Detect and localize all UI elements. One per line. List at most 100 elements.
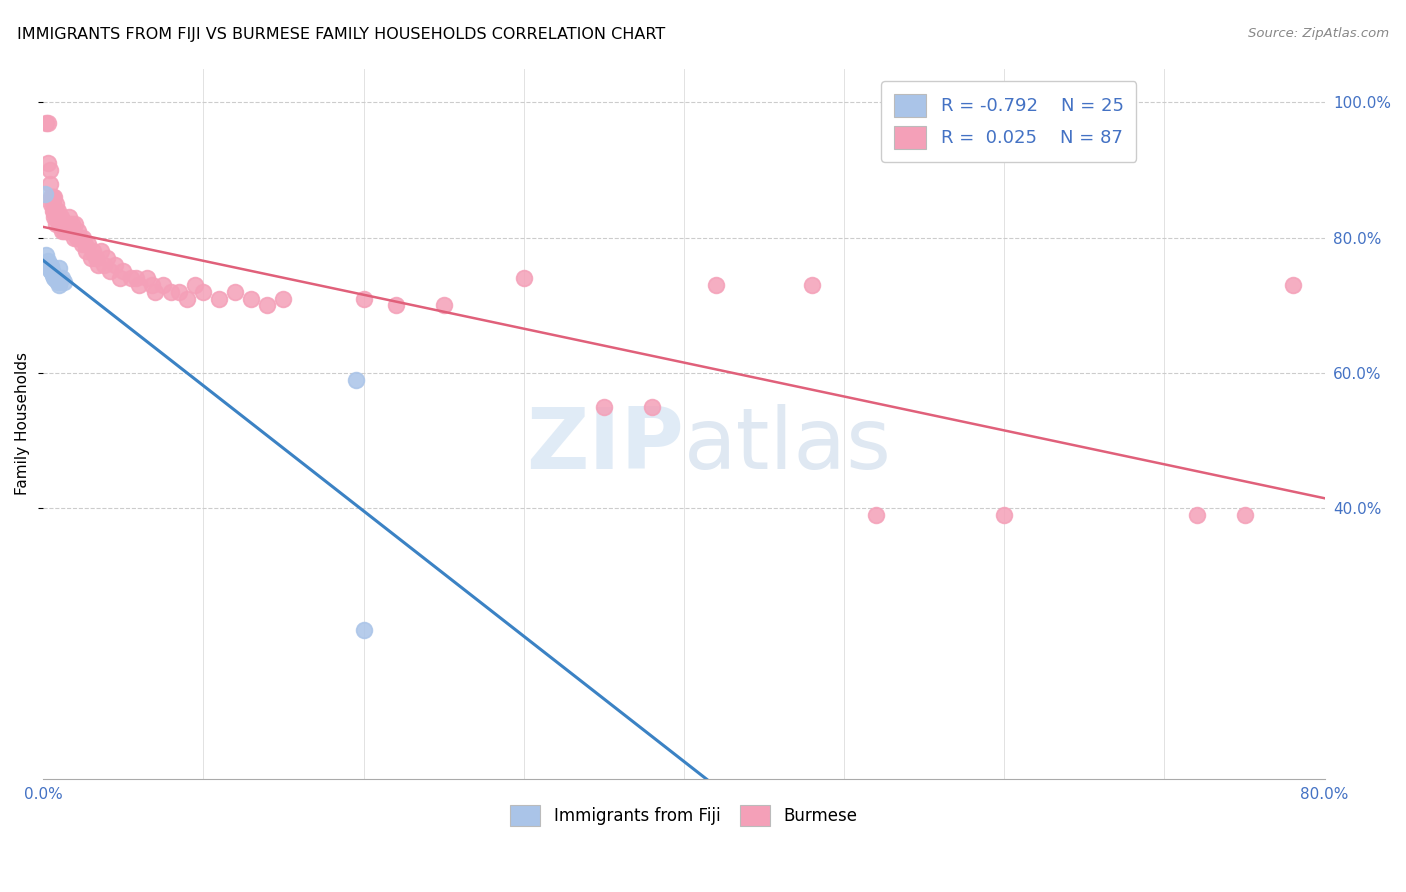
Point bbox=[433, 298, 456, 312]
Point bbox=[353, 623, 375, 637]
Point bbox=[141, 278, 163, 293]
Point bbox=[58, 217, 80, 231]
Point bbox=[73, 237, 96, 252]
Point bbox=[224, 285, 246, 299]
Point bbox=[48, 278, 70, 293]
Point bbox=[72, 230, 94, 244]
Point bbox=[112, 264, 135, 278]
Point bbox=[384, 298, 406, 312]
Text: Source: ZipAtlas.com: Source: ZipAtlas.com bbox=[1249, 27, 1389, 40]
Point bbox=[44, 271, 66, 285]
Point bbox=[84, 251, 107, 265]
Point bbox=[184, 278, 207, 293]
Point bbox=[39, 261, 62, 276]
Point bbox=[49, 217, 72, 231]
Point bbox=[37, 156, 59, 170]
Point bbox=[49, 211, 72, 225]
Point bbox=[62, 230, 84, 244]
Point bbox=[38, 258, 60, 272]
Point bbox=[42, 266, 65, 280]
Y-axis label: Family Households: Family Households bbox=[15, 352, 30, 495]
Point bbox=[100, 264, 122, 278]
Point bbox=[45, 217, 67, 231]
Point bbox=[273, 292, 295, 306]
Legend: Immigrants from Fiji, Burmese: Immigrants from Fiji, Burmese bbox=[502, 797, 866, 835]
Point bbox=[865, 508, 887, 522]
Point bbox=[90, 244, 112, 259]
Point bbox=[55, 224, 77, 238]
Point bbox=[256, 298, 278, 312]
Point bbox=[56, 217, 79, 231]
Point bbox=[513, 271, 536, 285]
Point bbox=[120, 271, 142, 285]
Point bbox=[48, 261, 70, 276]
Point bbox=[65, 217, 87, 231]
Point bbox=[59, 224, 82, 238]
Point bbox=[801, 278, 824, 293]
Point bbox=[48, 217, 70, 231]
Point bbox=[993, 508, 1015, 522]
Point bbox=[60, 217, 83, 231]
Point bbox=[51, 217, 73, 231]
Point bbox=[35, 247, 58, 261]
Point bbox=[193, 285, 215, 299]
Point bbox=[176, 292, 198, 306]
Point bbox=[125, 271, 148, 285]
Point bbox=[82, 244, 104, 259]
Point bbox=[80, 251, 103, 265]
Point bbox=[1185, 508, 1208, 522]
Point bbox=[46, 203, 69, 218]
Point bbox=[45, 197, 67, 211]
Point bbox=[66, 230, 89, 244]
Point bbox=[38, 177, 60, 191]
Point bbox=[1233, 508, 1256, 522]
Point bbox=[69, 230, 91, 244]
Point bbox=[77, 237, 100, 252]
Point bbox=[67, 224, 90, 238]
Point bbox=[60, 224, 83, 238]
Point bbox=[344, 373, 367, 387]
Point bbox=[42, 268, 65, 282]
Point bbox=[108, 271, 131, 285]
Point bbox=[38, 163, 60, 178]
Text: atlas: atlas bbox=[683, 403, 891, 486]
Point bbox=[39, 197, 62, 211]
Point bbox=[42, 197, 65, 211]
Point bbox=[104, 258, 127, 272]
Point bbox=[45, 211, 67, 225]
Point bbox=[42, 190, 65, 204]
Point bbox=[51, 271, 73, 285]
Point bbox=[45, 203, 67, 218]
Point bbox=[143, 285, 166, 299]
Point bbox=[128, 278, 150, 293]
Point bbox=[75, 244, 97, 259]
Point bbox=[96, 251, 118, 265]
Point bbox=[53, 275, 76, 289]
Point bbox=[70, 237, 93, 252]
Point bbox=[44, 203, 66, 218]
Point bbox=[44, 269, 66, 284]
Point bbox=[45, 272, 67, 286]
Point bbox=[44, 211, 66, 225]
Point bbox=[35, 115, 58, 129]
Point bbox=[58, 211, 80, 225]
Point bbox=[208, 292, 231, 306]
Point bbox=[44, 190, 66, 204]
Point bbox=[44, 203, 66, 218]
Point bbox=[240, 292, 263, 306]
Point bbox=[169, 285, 191, 299]
Point bbox=[704, 278, 727, 293]
Point bbox=[39, 264, 62, 278]
Point bbox=[48, 211, 70, 225]
Point bbox=[592, 400, 614, 414]
Point bbox=[51, 224, 73, 238]
Point bbox=[39, 190, 62, 204]
Point bbox=[46, 211, 69, 225]
Point bbox=[353, 292, 375, 306]
Point bbox=[136, 271, 159, 285]
Point bbox=[38, 261, 60, 276]
Point bbox=[152, 278, 174, 293]
Point bbox=[37, 259, 59, 273]
Point bbox=[1281, 278, 1303, 293]
Point bbox=[46, 275, 69, 289]
